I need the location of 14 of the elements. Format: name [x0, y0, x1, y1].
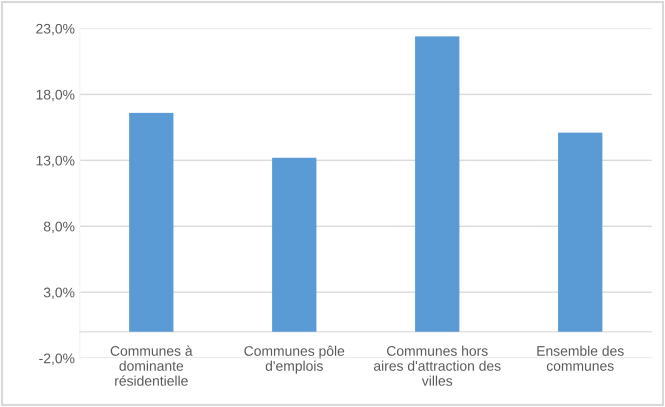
bar: [558, 132, 602, 332]
y-tick-label: 13,0%: [36, 156, 74, 168]
bar: [415, 36, 460, 332]
bar: [129, 112, 174, 332]
x-tick-label: Communes pôle d'emplois: [244, 346, 344, 374]
y-tick-label: 23,0%: [36, 24, 74, 36]
y-tick-label: 3,0%: [44, 288, 74, 300]
x-tick-label: Ensemble des communes: [537, 346, 624, 371]
x-tick-label: Communes hors aires d'attraction des villes: [374, 346, 501, 386]
bar: [272, 158, 316, 332]
y-tick-label: 18,0%: [36, 90, 74, 102]
y-tick-label: -2,0%: [39, 353, 74, 365]
x-tick-label: Communes à dominante résidentielle: [110, 346, 193, 386]
y-tick-label: 8,0%: [44, 222, 74, 234]
